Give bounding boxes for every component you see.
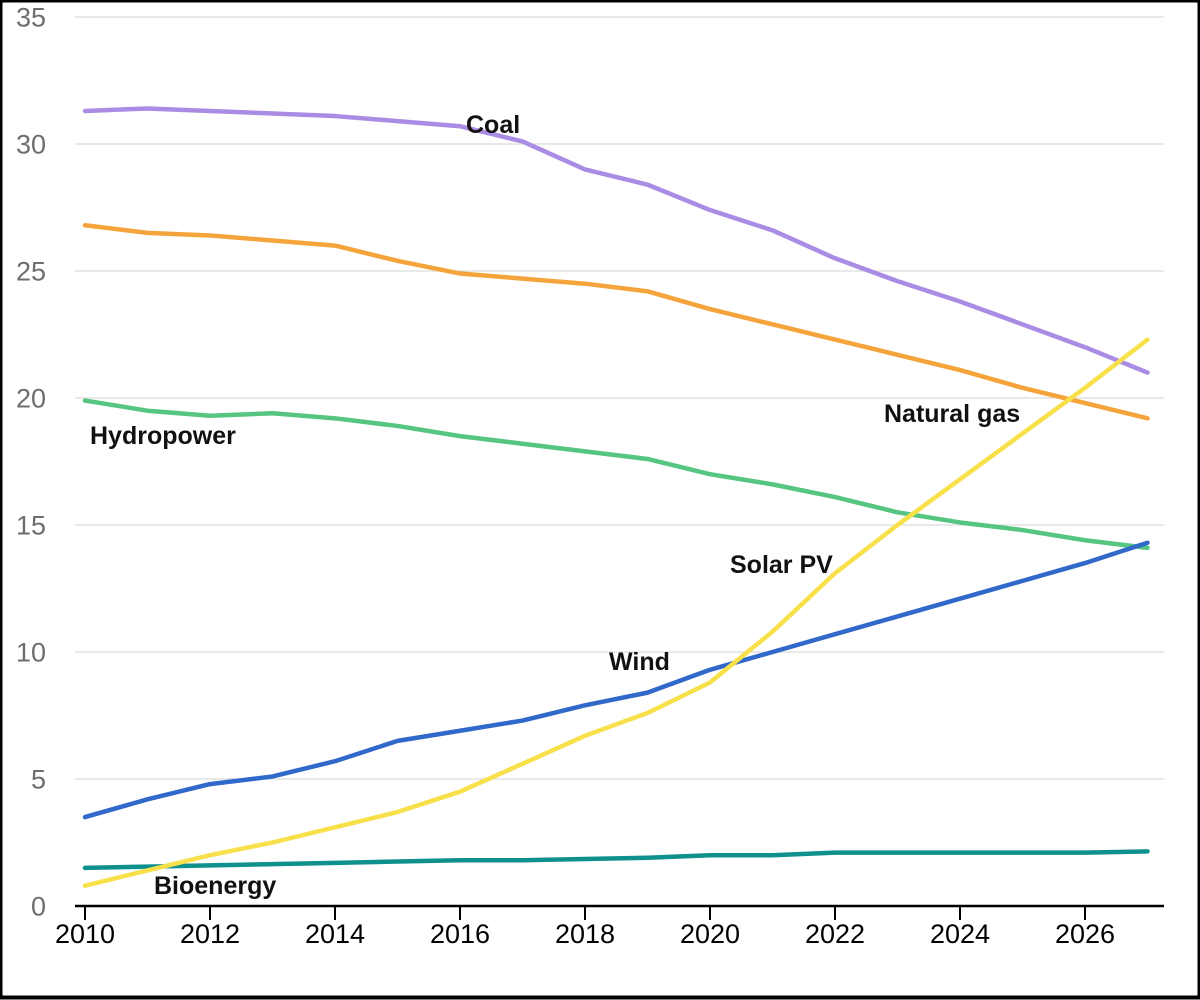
- x-tick-label-2026: 2026: [1055, 919, 1115, 949]
- y-tick-label-35: 35: [16, 3, 46, 33]
- x-tick-label-2018: 2018: [555, 919, 615, 949]
- series-line-natural-gas: [82, 223, 1150, 421]
- series-line-wind: [82, 540, 1150, 820]
- series-label-wind: Wind: [609, 648, 670, 676]
- x-tick-label-2020: 2020: [680, 919, 740, 949]
- series-line-hydropower: [82, 398, 1150, 551]
- series-line-coal: [82, 106, 1150, 375]
- y-tick-label-10: 10: [16, 638, 46, 668]
- y-tick-label-20: 20: [16, 384, 46, 414]
- y-tick-label-0: 0: [31, 892, 46, 922]
- y-tick-label-15: 15: [16, 511, 46, 541]
- series-label-bioenergy: Bioenergy: [154, 872, 276, 900]
- y-tick-label-5: 5: [31, 765, 46, 795]
- y-tick-label-25: 25: [16, 257, 46, 287]
- series-line-solar-pv: [82, 337, 1150, 888]
- x-tick-label-2010: 2010: [55, 919, 115, 949]
- series-label-hydropower: Hydropower: [90, 422, 236, 450]
- x-tick-label-2012: 2012: [180, 919, 240, 949]
- x-tick-label-2016: 2016: [430, 919, 490, 949]
- series-label-coal: Coal: [466, 111, 520, 139]
- x-tick-label-2014: 2014: [305, 919, 365, 949]
- series-label-solar-pv: Solar PV: [730, 551, 833, 579]
- y-tick-label-30: 30: [16, 130, 46, 160]
- series-label-natural-gas: Natural gas: [884, 400, 1020, 428]
- x-tick-label-2022: 2022: [805, 919, 865, 949]
- x-tick-label-2024: 2024: [930, 919, 990, 949]
- series-line-bioenergy: [82, 849, 1150, 871]
